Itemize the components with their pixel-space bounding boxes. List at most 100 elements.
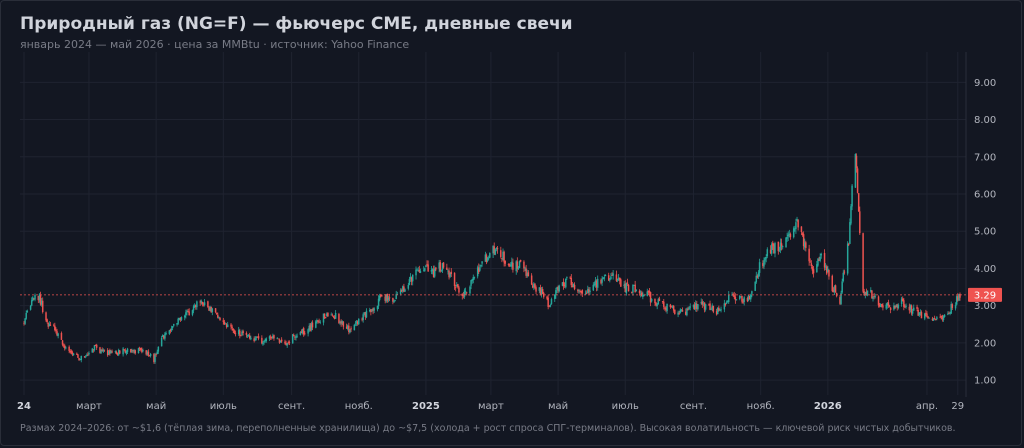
candle — [155, 353, 157, 357]
candle — [500, 246, 502, 259]
candle — [789, 232, 792, 240]
candle — [454, 284, 457, 292]
candle — [478, 263, 480, 275]
candle — [534, 283, 536, 290]
candle — [796, 216, 798, 222]
candle — [239, 328, 241, 339]
candle — [669, 303, 672, 309]
candle — [464, 287, 467, 296]
candle — [959, 292, 961, 301]
candle — [642, 291, 644, 300]
candle — [604, 274, 607, 277]
candle — [332, 315, 335, 318]
candle — [625, 282, 628, 296]
candle — [145, 350, 147, 356]
candle — [157, 346, 160, 354]
candle — [392, 297, 394, 305]
candle — [226, 321, 229, 328]
candle — [373, 307, 375, 314]
candle — [726, 300, 729, 303]
candle — [781, 245, 784, 250]
candle — [117, 348, 120, 357]
candle — [241, 329, 243, 337]
candle — [485, 253, 488, 265]
chart-title: Природный газ (NG=F) — фьючерс CME, днев… — [20, 14, 573, 34]
candle — [100, 349, 102, 354]
candle — [633, 284, 635, 286]
candle — [854, 153, 857, 189]
candle — [365, 308, 368, 319]
candle — [563, 282, 566, 288]
candle — [908, 303, 911, 314]
candle — [535, 285, 537, 295]
candle — [688, 306, 690, 310]
candle — [786, 232, 788, 243]
candle — [593, 281, 596, 287]
candle — [580, 290, 582, 294]
candle — [693, 302, 696, 310]
candle — [254, 336, 256, 342]
candle — [638, 289, 641, 296]
candle — [404, 288, 406, 292]
candle — [188, 308, 190, 316]
candle — [764, 256, 766, 265]
candle — [164, 332, 166, 341]
candle — [457, 283, 459, 289]
candle — [237, 326, 240, 336]
candle — [349, 328, 351, 334]
candle — [918, 312, 921, 317]
candle — [596, 275, 599, 291]
candle — [207, 300, 209, 309]
candle — [45, 311, 47, 322]
candle — [440, 269, 443, 273]
price-axis: 1.00 2.00 3.00 4.00 5.00 6.00 7.00 8.00 9.00 — [965, 52, 996, 397]
candle — [527, 270, 530, 277]
candle — [647, 290, 650, 295]
candle — [610, 273, 612, 280]
candle — [469, 285, 471, 296]
candle — [766, 247, 769, 259]
candle — [95, 343, 98, 350]
candle — [38, 293, 41, 303]
candle — [623, 281, 625, 289]
candle — [612, 269, 614, 280]
candle — [148, 354, 151, 357]
candle — [611, 272, 613, 277]
y-tick-label: 1.00 — [974, 376, 996, 387]
candle — [955, 295, 958, 306]
candle — [463, 288, 466, 299]
candle — [39, 291, 42, 306]
candle — [34, 293, 36, 302]
candle — [897, 303, 900, 310]
candle — [547, 294, 549, 310]
candle — [940, 315, 943, 320]
candle — [242, 329, 244, 336]
candle — [476, 265, 479, 279]
candle — [641, 290, 643, 297]
candle — [650, 298, 653, 303]
candle — [655, 302, 657, 307]
candle — [758, 258, 761, 277]
candle — [512, 258, 514, 273]
candle — [278, 338, 281, 344]
candle — [348, 322, 350, 335]
candle — [866, 290, 869, 297]
candle — [438, 259, 440, 273]
candle — [449, 272, 451, 278]
candle — [569, 276, 571, 280]
candle — [762, 260, 764, 269]
last-price-marker: 3.29 — [20, 287, 1002, 302]
candle — [848, 242, 850, 246]
candle — [885, 302, 887, 310]
candle — [202, 302, 205, 307]
candle — [572, 283, 575, 288]
candle — [919, 309, 922, 316]
candle — [615, 270, 618, 283]
candle — [133, 348, 135, 354]
candle — [731, 291, 733, 296]
candle — [146, 350, 149, 356]
candle — [509, 262, 512, 267]
x-tick-label: май — [146, 401, 166, 412]
candle — [809, 258, 811, 263]
